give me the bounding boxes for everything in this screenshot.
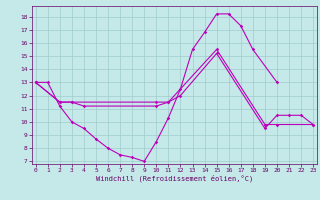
X-axis label: Windchill (Refroidissement éolien,°C): Windchill (Refroidissement éolien,°C) xyxy=(96,175,253,182)
